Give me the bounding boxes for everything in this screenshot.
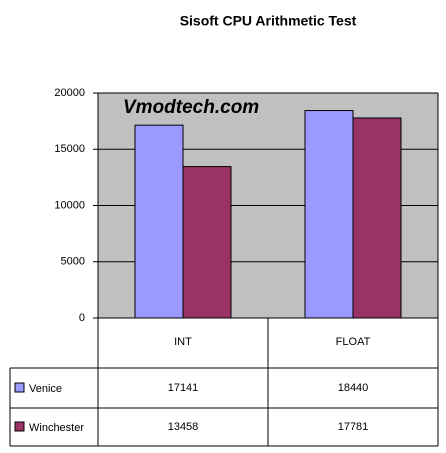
bar (352, 117, 402, 319)
y-tick-label: 0 (79, 312, 85, 324)
legend-label: Venice (29, 383, 62, 395)
x-tick-label: FLOAT (336, 336, 371, 348)
legend-key (14, 421, 25, 432)
legend-label: Winchester (29, 422, 84, 434)
table-value: 17141 (168, 382, 199, 394)
y-tick-label: 20000 (54, 87, 85, 99)
x-tick-label: INT (174, 336, 192, 348)
y-tick-label: 10000 (54, 199, 85, 211)
chart-title: Sisoft CPU Arithmetic Test (180, 13, 357, 29)
table-value: 13458 (168, 421, 199, 433)
y-tick-label: 15000 (54, 143, 85, 155)
bar (182, 166, 232, 319)
bar (304, 110, 354, 319)
bar (134, 124, 184, 319)
legend-key (14, 382, 25, 393)
table-value: 18440 (338, 382, 369, 394)
y-tick-label: 5000 (61, 256, 85, 268)
watermark: Vmodtech.com (123, 97, 259, 118)
table-value: 17781 (338, 421, 369, 433)
